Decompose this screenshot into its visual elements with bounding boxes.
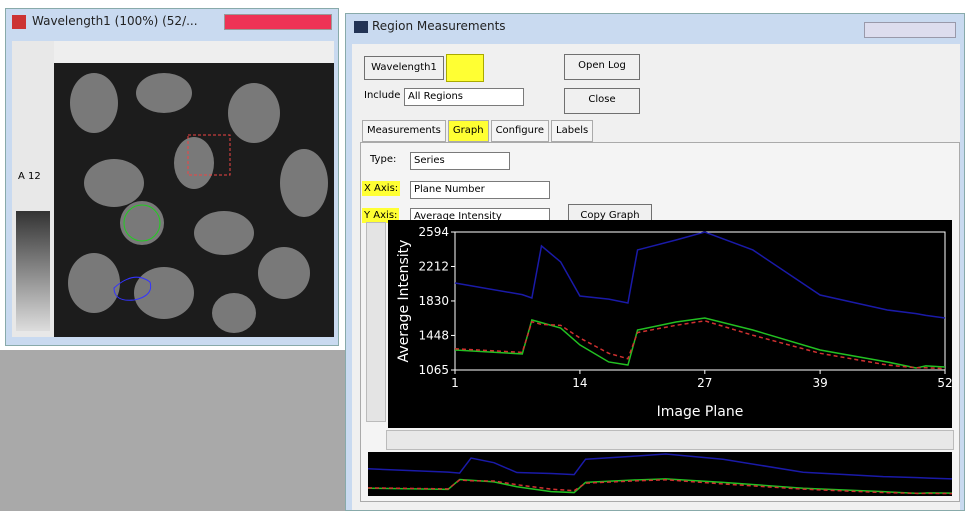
log-icon-button[interactable] xyxy=(446,54,484,82)
type-label: Type: xyxy=(370,154,396,165)
tool-label: A 12 xyxy=(18,171,41,182)
y-tick-label: 2212 xyxy=(418,259,449,273)
y-axis-title: Average Intensity xyxy=(396,240,412,363)
y-tick-label: 1448 xyxy=(418,328,449,342)
lut-bar xyxy=(16,211,50,331)
close-button[interactable]: Close xyxy=(564,88,640,114)
y-tick-label: 1065 xyxy=(418,363,449,377)
x-axis-select[interactable]: Plane Number xyxy=(410,181,550,199)
y-tick-label: 2594 xyxy=(418,225,449,239)
x-tick-label: 52 xyxy=(937,376,952,390)
y-tick-label: 1830 xyxy=(418,294,449,308)
window-controls[interactable] xyxy=(864,22,956,38)
wavelength-button[interactable]: Wavelength1 xyxy=(364,56,444,80)
open-log-button[interactable]: Open Log xyxy=(564,54,640,80)
include-label: Include xyxy=(364,90,400,101)
overview-bg xyxy=(368,452,952,496)
x-tick-label: 1 xyxy=(451,376,459,390)
image-window: Wavelength1 (100%) (52/... A 12 xyxy=(5,8,339,346)
x-tick-label: 27 xyxy=(697,376,712,390)
tab[interactable]: Labels xyxy=(551,120,593,142)
graph: 1065 1448 1830 2212 2594 1 14 27 39 52 Image Plane… xyxy=(388,220,952,428)
x-tick-label: 39 xyxy=(812,376,827,390)
plane-slider[interactable] xyxy=(54,41,334,63)
toolbar: A 12 xyxy=(12,41,54,337)
scrollbar[interactable] xyxy=(386,430,954,450)
x-axis-label: X Axis: xyxy=(362,181,400,196)
type-select[interactable]: Series xyxy=(410,152,510,170)
tab[interactable]: Graph xyxy=(448,120,489,142)
x-axis-title: Image Plane xyxy=(657,404,744,420)
overview xyxy=(368,452,952,496)
app-icon xyxy=(12,15,26,29)
include-select[interactable]: All Regions xyxy=(404,88,524,106)
page: Wavelength1 (100%) (52/... A 12 Region M… xyxy=(0,0,968,511)
cell-image xyxy=(54,63,334,337)
window-controls[interactable] xyxy=(224,14,332,30)
x-tick-label: 14 xyxy=(572,376,587,390)
app-icon xyxy=(354,21,368,33)
desktop xyxy=(0,350,345,511)
graph-tools xyxy=(366,222,386,422)
tab[interactable]: Measurements xyxy=(362,120,446,142)
tab[interactable]: Configure xyxy=(491,120,549,142)
